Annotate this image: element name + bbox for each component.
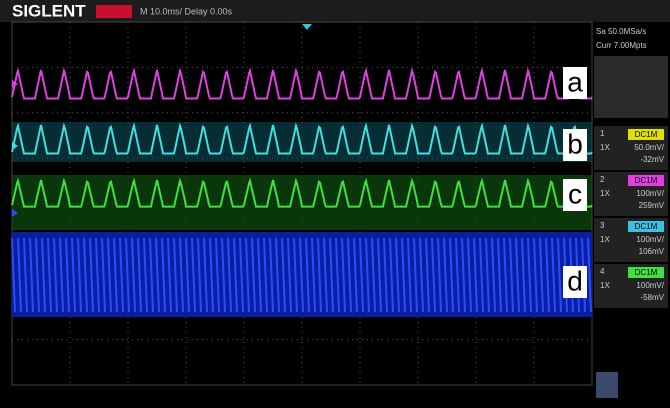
scale: 50.0mV/ — [634, 143, 665, 152]
oscilloscope-screen: SIGLENT M 10.0ms/ Delay 0.00s Sa 50.0MSa… — [0, 0, 670, 403]
scale: 100mV/ — [636, 281, 664, 290]
coupling: DC1M — [635, 130, 658, 139]
offset: 259mV — [639, 201, 665, 210]
offset: -32mV — [640, 155, 664, 164]
menu-button[interactable] — [596, 372, 618, 398]
sample-rate: Sa 50.0MSa/s — [596, 27, 646, 36]
offset: -58mV — [640, 293, 664, 302]
trace-label: b — [567, 128, 583, 159]
run-indicator — [96, 5, 132, 18]
coupling: DC1M — [635, 222, 658, 231]
channel-number: 4 — [600, 267, 605, 276]
trace-label: d — [567, 265, 583, 296]
channel-number: 3 — [600, 221, 605, 230]
channel-number: 2 — [600, 175, 605, 184]
probe: 1X — [600, 281, 610, 290]
trace-label: c — [568, 178, 582, 209]
probe: 1X — [600, 189, 610, 198]
trace-label: a — [567, 66, 583, 97]
memory-depth: Curr 7.00Mpts — [596, 41, 647, 50]
scale: 100mV/ — [636, 235, 664, 244]
timebase: M 10.0ms/ Delay 0.00s — [140, 6, 233, 16]
channel-number: 1 — [600, 129, 605, 138]
scale: 100mV/ — [636, 189, 664, 198]
probe: 1X — [600, 235, 610, 244]
probe: 1X — [600, 143, 610, 152]
coupling: DC1M — [635, 176, 658, 185]
coupling: DC1M — [635, 268, 658, 277]
offset: 106mV — [639, 247, 665, 256]
trigger-panel — [594, 56, 668, 118]
brand: SIGLENT — [12, 1, 86, 20]
